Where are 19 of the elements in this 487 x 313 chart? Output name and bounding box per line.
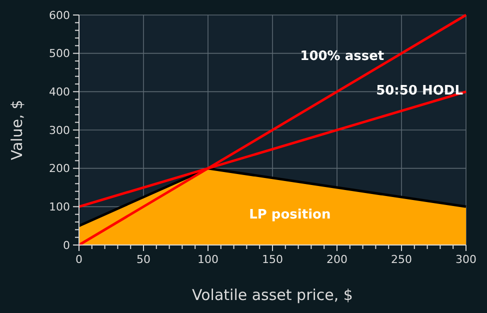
x-axis-title: Volatile asset price, $ (192, 286, 353, 304)
x-tick-label: 250 (391, 253, 412, 266)
x-tick-label: 200 (326, 253, 348, 266)
x-tick-label: 300 (456, 253, 476, 266)
x-tick-label: 100 (198, 253, 218, 266)
x-tick-label: 50 (136, 253, 150, 266)
series-label: 100% asset (300, 48, 384, 64)
x-tick-label: 0 (76, 253, 82, 266)
y-tick-label: 300 (49, 124, 70, 137)
y-tick-label: 400 (49, 86, 70, 99)
y-tick-label: 0 (63, 238, 70, 252)
series-label: 50:50 HODL (376, 83, 464, 98)
series-label: LP position (249, 208, 331, 223)
y-tick-label: 500 (49, 47, 70, 60)
x-tick-label: 150 (262, 253, 283, 266)
y-tick-label: 600 (49, 8, 70, 22)
y-tick-label: 100 (49, 200, 70, 214)
y-axis-title: Value, $ (8, 100, 26, 160)
y-tick-label: 200 (49, 162, 70, 176)
